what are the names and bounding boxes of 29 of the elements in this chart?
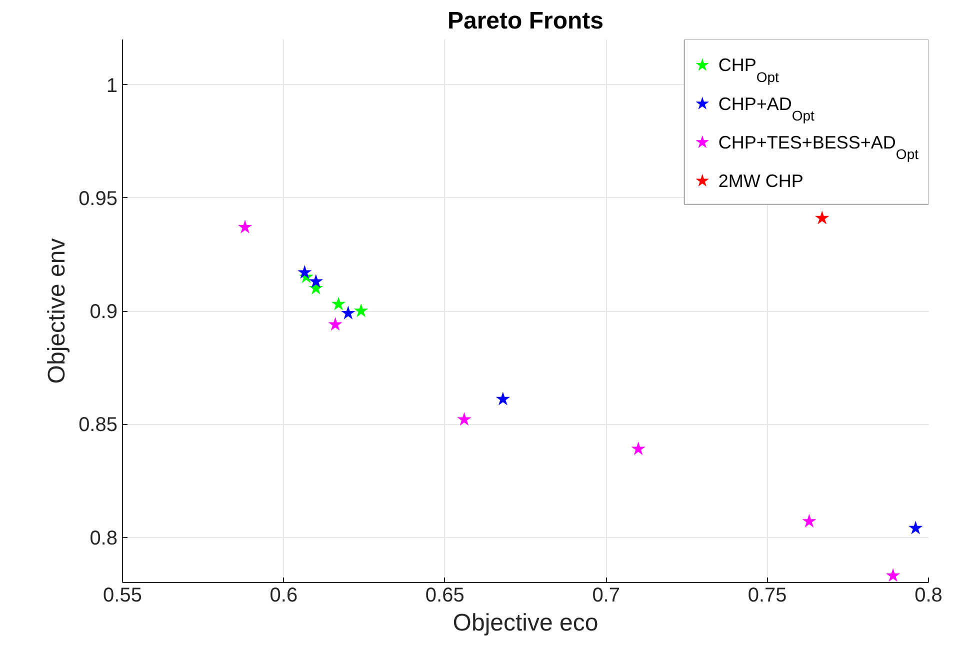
legend-label: 2MW CHP	[718, 170, 804, 191]
y-tick-label: 0.9	[90, 301, 118, 323]
chart-title: Pareto Fronts	[447, 8, 604, 34]
point	[496, 392, 510, 406]
point	[341, 306, 356, 320]
point	[354, 304, 368, 318]
point	[908, 520, 923, 534]
point	[631, 442, 646, 456]
point	[308, 274, 324, 288]
y-tick-label: 1	[106, 74, 118, 97]
y-tick-label: 0.85	[78, 414, 118, 436]
y-tick-label: 0.8	[90, 527, 118, 550]
x-tick-label: 0.6	[270, 584, 298, 606]
x-tick-label: 0.7	[592, 584, 620, 606]
point	[331, 296, 346, 310]
point	[328, 317, 342, 331]
point	[886, 568, 900, 582]
point	[814, 210, 830, 224]
y-axis-title: Objective env	[44, 238, 71, 384]
point	[457, 412, 472, 426]
point	[298, 265, 312, 279]
point	[238, 220, 252, 234]
x-tick-label: 0.55	[103, 584, 142, 606]
point	[802, 514, 816, 528]
y-tick-label: 0.95	[78, 188, 118, 210]
x-axis-title: Objective eco	[452, 610, 598, 636]
x-tick-label: 0.8	[914, 584, 942, 606]
x-tick-label: 0.65	[425, 584, 464, 606]
x-tick-label: 0.75	[748, 584, 787, 606]
